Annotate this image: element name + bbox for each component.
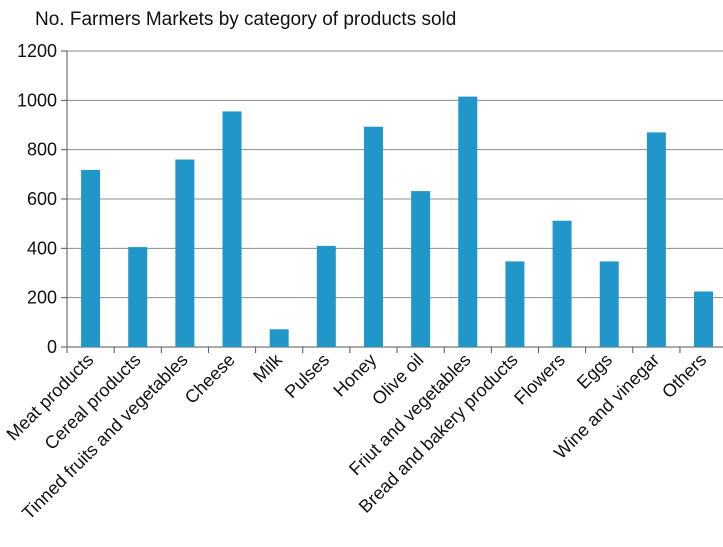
y-tick-label: 1000	[17, 90, 57, 110]
x-category-label: Others	[658, 350, 710, 402]
bar	[175, 159, 195, 347]
x-category-label: Flowers	[510, 350, 569, 409]
bar	[646, 132, 666, 347]
bar	[411, 191, 431, 347]
bar	[599, 261, 619, 347]
bar	[363, 126, 383, 347]
bar	[222, 111, 242, 347]
x-category-label: Pulses	[281, 350, 333, 402]
x-category-label: Milk	[249, 349, 286, 386]
y-tick-label: 200	[27, 288, 57, 308]
y-tick-label: 0	[47, 337, 57, 357]
y-tick-label: 600	[27, 189, 57, 209]
bar	[694, 291, 714, 347]
bar	[269, 329, 289, 347]
y-tick-label: 800	[27, 140, 57, 160]
bar	[458, 96, 478, 347]
bar	[81, 169, 101, 347]
bar	[128, 247, 148, 347]
x-category-label: Cheese	[181, 350, 239, 408]
chart-title: No. Farmers Markets by category of produ…	[35, 9, 457, 30]
bar	[552, 220, 572, 347]
x-category-label: Eggs	[573, 350, 616, 393]
y-tick-label: 400	[27, 238, 57, 258]
y-tick-label: 1200	[17, 41, 57, 61]
bar	[316, 245, 336, 347]
bar	[505, 261, 525, 347]
